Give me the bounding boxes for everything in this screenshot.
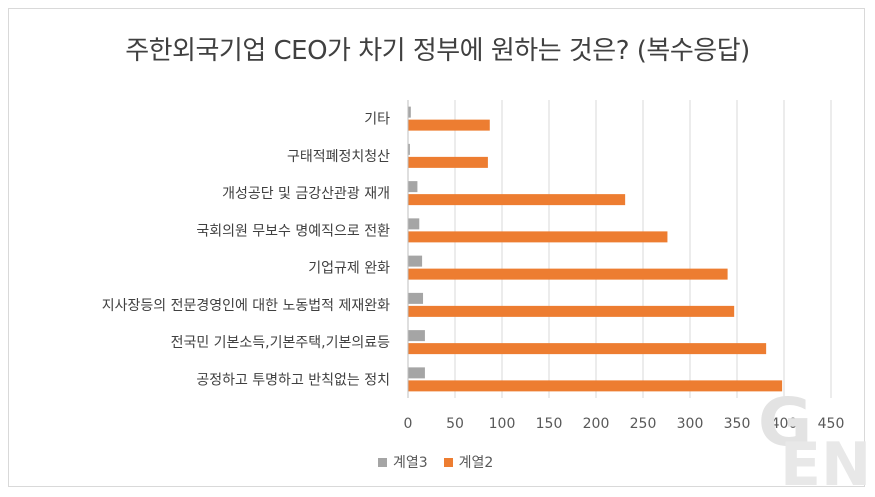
bar-series2 — [408, 305, 735, 317]
bar-series3 — [408, 292, 424, 304]
category-label: 구태적폐정치청산 — [287, 149, 390, 165]
gen-watermark-logo: G EN — [758, 385, 868, 490]
legend-item-series2: 계열2 — [443, 452, 494, 472]
bar-series2 — [408, 380, 783, 392]
legend-swatch-series2 — [443, 457, 453, 467]
x-tick-label: 0 — [404, 416, 413, 432]
watermark-g: G — [758, 385, 812, 461]
watermark-en: EN — [780, 430, 868, 490]
legend-item-series3: 계열3 — [378, 452, 428, 472]
bar-series3 — [408, 330, 425, 342]
bar-series2 — [408, 343, 767, 355]
chart-title: 주한외국기업 CEO가 차기 정부에 원하는 것은? (복수응답) — [125, 36, 750, 66]
x-tick-label: 450 — [818, 416, 845, 432]
legend-label-series3: 계열3 — [393, 455, 428, 471]
x-tick-label: 200 — [583, 416, 610, 432]
x-tick-label: 100 — [489, 416, 516, 432]
x-tick-label: 50 — [446, 416, 464, 432]
legend-label-series2: 계열2 — [458, 455, 494, 471]
bar-series2 — [408, 119, 490, 131]
category-label: 국회의원 무보수 명예직으로 전환 — [196, 223, 390, 239]
bar-series2 — [408, 156, 488, 168]
category-label: 전국민 기본소득,기본주택,기본의료등 — [171, 335, 391, 351]
bar-series2 — [408, 194, 626, 206]
bar-series3 — [408, 143, 410, 155]
x-tick-label: 400 — [771, 416, 798, 432]
bar-series3 — [408, 218, 420, 230]
bar-series2 — [408, 231, 668, 243]
category-label: 개성공단 및 금강산관광 재개 — [222, 186, 390, 202]
bar-series3 — [408, 181, 418, 193]
chart-frame — [8, 8, 865, 487]
category-label: 기업규제 완화 — [308, 261, 390, 277]
legend-swatch-series3 — [378, 457, 387, 467]
category-label: 공정하고 투명하고 반칙없는 정치 — [196, 372, 390, 388]
x-tick-label: 250 — [630, 416, 657, 432]
category-label: 기타 — [364, 112, 390, 128]
x-tick-label: 350 — [724, 416, 751, 432]
legend: 계열3 계열2 — [378, 452, 493, 472]
x-tick-label: 300 — [677, 416, 704, 432]
bar-series2 — [408, 268, 728, 280]
x-tick-label: 150 — [536, 416, 563, 432]
bar-series3 — [408, 255, 423, 267]
bar-series3 — [408, 367, 425, 379]
bar-series3 — [408, 106, 411, 118]
category-label: 지사장등의 전문경영인에 대한 노동법적 제재완화 — [102, 298, 390, 314]
